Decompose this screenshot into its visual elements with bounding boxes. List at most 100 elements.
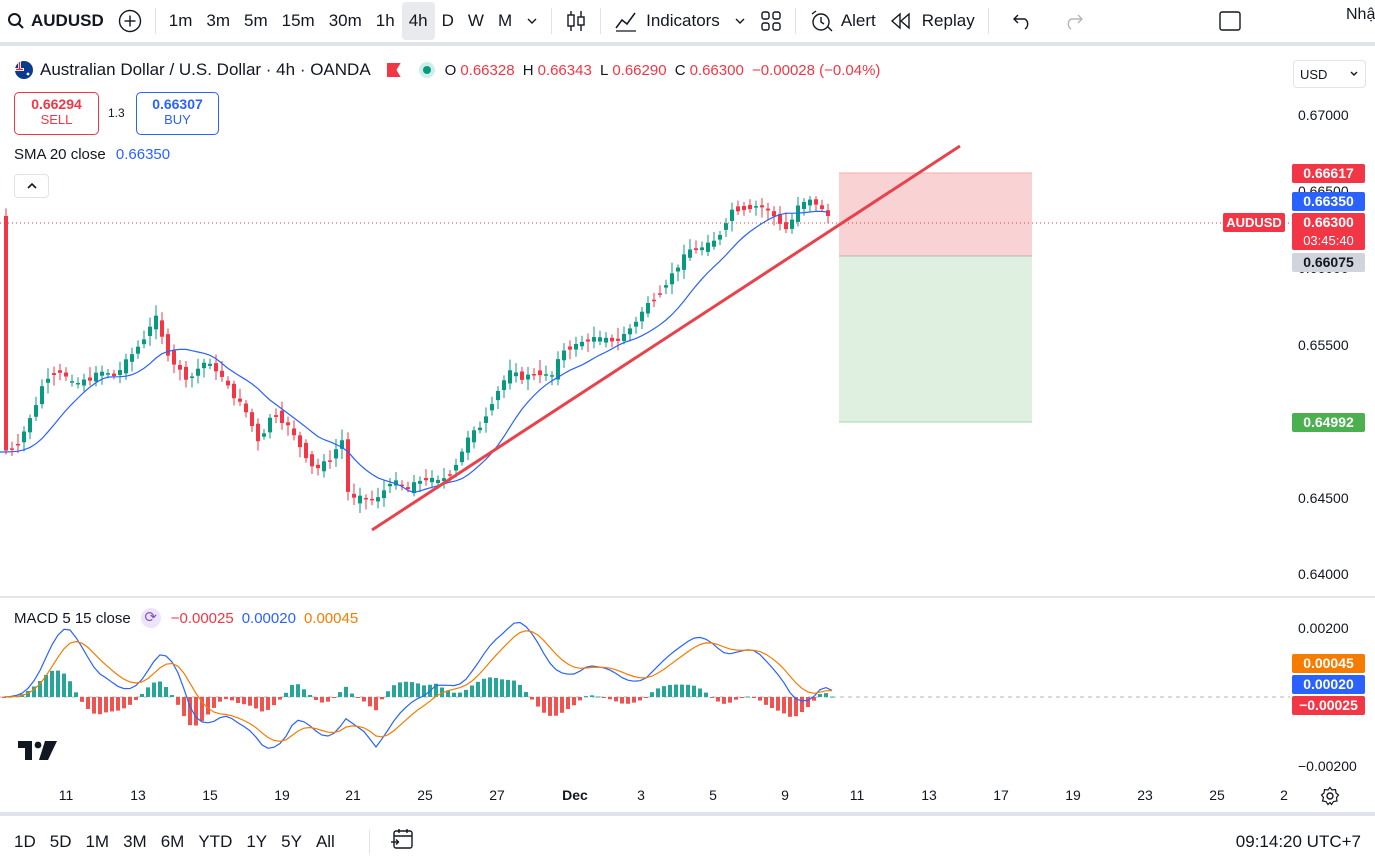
macd-hist-bar <box>140 693 144 697</box>
macd-hist-bar <box>320 697 324 703</box>
interval-4h[interactable]: 4h <box>401 2 435 40</box>
trend-line[interactable] <box>371 144 961 532</box>
candle-body <box>250 412 254 427</box>
macd-hist-bar <box>380 697 384 700</box>
refresh-icon[interactable]: ⟳ <box>140 608 161 628</box>
interval-30m[interactable]: 30m <box>328 11 362 30</box>
interval-m[interactable]: M <box>497 11 513 30</box>
candle-body <box>676 267 680 272</box>
currency-select[interactable]: USD <box>1293 60 1366 88</box>
range-1m[interactable]: 1M <box>85 831 110 851</box>
candle-body <box>418 480 422 484</box>
macd-hist-bar <box>440 687 444 697</box>
interval-1h[interactable]: 1h <box>375 11 395 30</box>
divider <box>987 8 989 34</box>
chart-type-button[interactable] <box>558 2 594 40</box>
risk-zone[interactable] <box>839 173 1032 256</box>
candle-body <box>502 380 506 391</box>
macd-hist-bar <box>416 683 420 697</box>
chevron-down-icon <box>1350 71 1358 76</box>
candle-body <box>64 372 68 377</box>
truncated-menu[interactable]: Nhậ <box>1338 0 1375 38</box>
time-tick: 23 <box>1137 787 1153 803</box>
macd-hist-bar <box>278 697 282 700</box>
macd-hist-bar <box>32 686 36 697</box>
range-3m[interactable]: 3M <box>123 831 147 851</box>
candle-body <box>790 219 794 229</box>
candle-body <box>682 254 686 270</box>
interval-d[interactable]: D <box>441 11 454 30</box>
range-group: 1D 5D 1M 3M 6M YTD 1Y 5Y All <box>14 832 349 852</box>
macd-hist-bar <box>746 696 750 698</box>
time-tick: 11 <box>849 787 865 803</box>
range-6m[interactable]: 6M <box>160 831 185 851</box>
reward-zone[interactable] <box>839 256 1032 422</box>
macd-hist-bar <box>626 697 630 704</box>
range-1d[interactable]: 1D <box>14 831 36 851</box>
sma-legend[interactable]: SMA 20 close 0.66350 <box>14 146 170 163</box>
market-status-icon[interactable] <box>418 62 435 78</box>
redo-button[interactable] <box>1055 2 1091 40</box>
undo-button[interactable] <box>1005 2 1041 40</box>
compare-button[interactable] <box>111 2 149 40</box>
interval-5m[interactable]: 5m <box>243 11 268 30</box>
interval-dropdown[interactable] <box>519 2 545 40</box>
symbol-search[interactable]: AUDUSD <box>0 2 111 40</box>
macd-legend[interactable]: MACD 5 15 close ⟳ −0.00025 0.00020 0.000… <box>14 608 358 628</box>
macd-hist-bar <box>650 692 654 697</box>
candle-body <box>88 377 92 381</box>
range-5d[interactable]: 5D <box>49 831 72 851</box>
candle-body <box>166 334 170 356</box>
candle-body <box>484 416 488 423</box>
indicators-button[interactable]: Indicators <box>607 2 727 40</box>
position-zones[interactable] <box>839 172 1032 423</box>
layout-grid-icon <box>761 11 781 31</box>
range-all[interactable]: All <box>315 831 335 851</box>
interval-3m[interactable]: 3m <box>206 11 230 30</box>
indicators-dropdown[interactable] <box>727 2 753 40</box>
candle-body <box>340 440 344 449</box>
fullscreen-button[interactable] <box>1211 2 1249 40</box>
candle-body <box>454 464 458 471</box>
range-ytd[interactable]: YTD <box>198 831 233 851</box>
signal-value-tag: 0.00045 <box>1292 654 1365 673</box>
range-5y[interactable]: 5Y <box>281 831 302 851</box>
sell-button[interactable]: 0.66294 SELL <box>14 92 99 135</box>
low-value: 0.66290 <box>612 61 667 79</box>
collapse-legend-button[interactable] <box>14 174 49 198</box>
chart-title[interactable]: Australian Dollar / U.S. Dollar · 4h · O… <box>40 60 371 79</box>
time-tick: 21 <box>345 787 361 803</box>
macd-hist-bar <box>422 685 426 697</box>
candles-icon <box>567 11 585 31</box>
macd-hist-bar <box>272 697 276 706</box>
macd-hist-bar <box>404 681 408 697</box>
goto-date-button[interactable] <box>390 827 414 856</box>
candle-body <box>196 368 200 376</box>
candle-body <box>772 211 776 217</box>
interval-w[interactable]: W <box>467 11 484 30</box>
time-tick: Dec <box>562 787 588 803</box>
buy-button[interactable]: 0.66307 BUY <box>136 92 219 135</box>
macd-hist-bar <box>692 685 696 697</box>
sma-price-tag: 0.66350 <box>1292 192 1365 211</box>
macd-hist-bar <box>500 679 504 697</box>
undo-icon <box>1012 14 1029 30</box>
macd-value-tag: 0.00020 <box>1292 675 1365 694</box>
range-1y[interactable]: 1Y <box>246 831 268 851</box>
candle-body <box>148 326 152 336</box>
interval-1m[interactable]: 1m <box>168 11 193 30</box>
macd-hist-bar <box>38 680 42 697</box>
layouts-button[interactable] <box>753 2 789 40</box>
settings-button[interactable] <box>1320 786 1340 811</box>
macd-signal-value: 0.00045 <box>303 609 359 627</box>
clock-timezone[interactable]: 09:14:20 UTC+7 <box>1235 832 1361 851</box>
red-flag-icon[interactable] <box>386 63 401 77</box>
alert-button[interactable]: Alert <box>802 2 883 40</box>
replay-button[interactable]: Replay <box>883 2 982 40</box>
macd-hist-bar <box>194 697 198 726</box>
macd-hist-bar <box>494 677 498 697</box>
macd-hist-bar <box>80 697 84 702</box>
tradingview-logo-icon[interactable] <box>18 741 57 760</box>
interval-15m[interactable]: 15m <box>281 11 315 30</box>
